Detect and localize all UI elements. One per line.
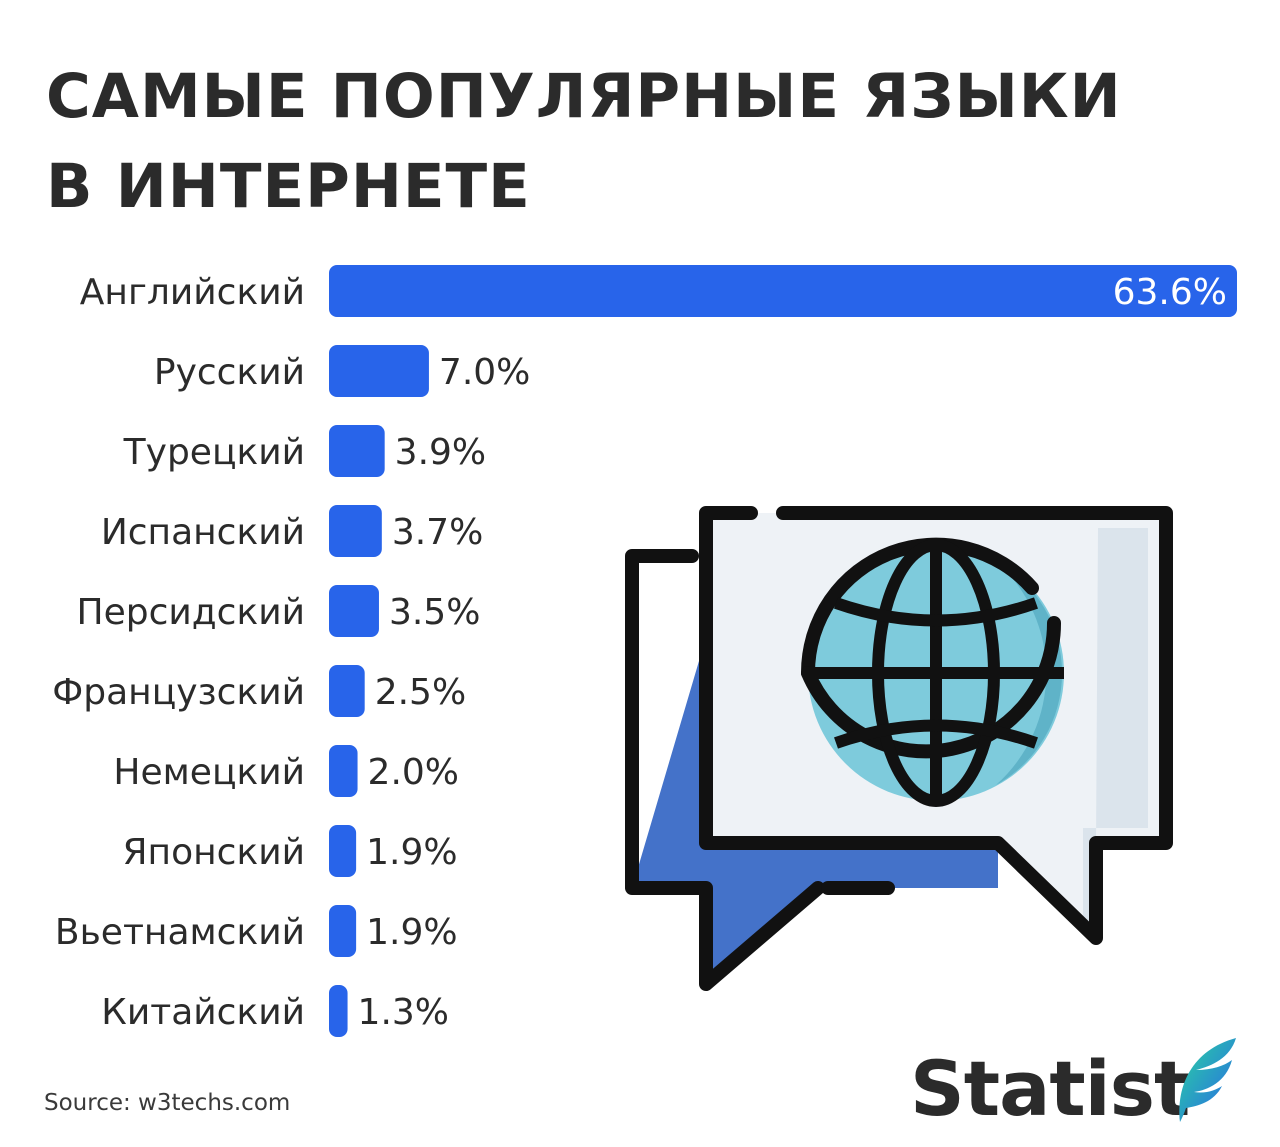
value-label: 3.9% xyxy=(395,432,486,473)
value-label: 2.5% xyxy=(375,672,466,713)
brand-logo: Statist xyxy=(910,1036,1250,1136)
leaf-logo-icon xyxy=(1179,1038,1236,1122)
value-label: 3.7% xyxy=(392,512,483,553)
bar xyxy=(329,585,379,637)
value-label: 7.0% xyxy=(439,352,530,393)
bar xyxy=(329,745,358,797)
bar xyxy=(329,425,385,477)
title-line-2: В ИНТЕРНЕТЕ xyxy=(46,151,531,222)
category-label: Персидский xyxy=(77,592,305,633)
category-label: Вьетнамский xyxy=(55,912,305,953)
source-note: Source: w3techs.com xyxy=(44,1090,291,1116)
value-label: 3.5% xyxy=(389,592,480,633)
value-label: 1.9% xyxy=(366,832,457,873)
value-label: 1.3% xyxy=(358,992,449,1033)
value-label: 1.9% xyxy=(366,912,457,953)
page-title: САМЫЕ ПОПУЛЯРНЫЕ ЯЗЫКИ В ИНТЕРНЕТЕ xyxy=(46,52,1122,232)
bar xyxy=(329,505,382,557)
category-label: Китайский xyxy=(101,992,305,1033)
category-label: Немецкий xyxy=(113,752,305,793)
brand-name: Statist xyxy=(910,1044,1190,1133)
bar-chart: Английский 63.6% Русский 7.0% Турецкий 3.9% Ис… xyxy=(52,265,1237,1037)
bar xyxy=(329,665,365,717)
bar xyxy=(329,345,429,397)
category-label: Испанский xyxy=(101,512,305,553)
value-label: 63.6% xyxy=(1113,272,1227,313)
globe-icon xyxy=(800,537,1064,807)
bar xyxy=(329,265,1237,317)
bar xyxy=(329,825,357,877)
value-label: 2.0% xyxy=(368,752,459,793)
category-label: Японский xyxy=(123,832,305,873)
title-line-1: САМЫЕ ПОПУЛЯРНЫЕ ЯЗЫКИ xyxy=(46,61,1122,132)
bar xyxy=(329,905,357,957)
category-label: Русский xyxy=(154,352,305,393)
chat-bubbles-globe-icon xyxy=(625,506,1173,991)
bar xyxy=(329,985,348,1037)
category-label: Французский xyxy=(52,672,305,713)
category-label: Турецкий xyxy=(123,432,305,473)
category-label: Английский xyxy=(80,272,305,313)
